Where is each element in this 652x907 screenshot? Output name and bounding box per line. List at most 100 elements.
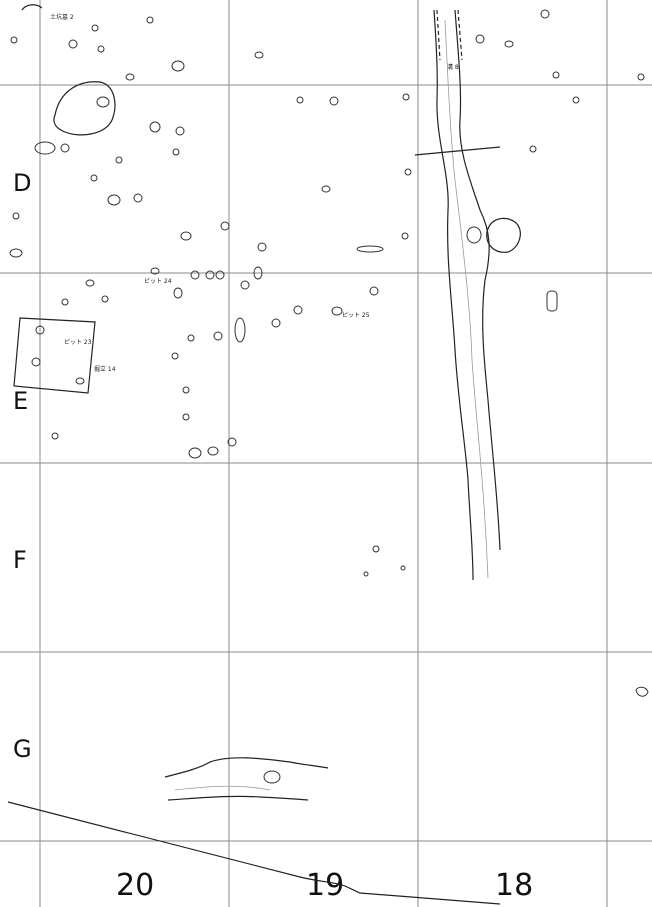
posthole <box>90 174 98 182</box>
feature-label-building: 掘立 14 <box>94 365 116 373</box>
ditch-section-line <box>414 146 501 156</box>
column-label-18: 18 <box>495 868 533 903</box>
posthole <box>172 148 180 156</box>
large-pit-northwest <box>53 81 116 136</box>
posthole <box>540 9 550 19</box>
posthole <box>171 352 179 360</box>
posthole <box>296 96 304 104</box>
posthole <box>572 96 580 104</box>
posthole <box>75 377 85 385</box>
posthole <box>96 96 110 108</box>
southern-feature-upper-edge <box>164 757 329 778</box>
posthole <box>10 36 18 44</box>
posthole <box>182 386 190 394</box>
building-14-outline <box>13 317 96 394</box>
posthole <box>68 39 78 49</box>
posthole <box>125 73 135 81</box>
posthole <box>51 432 59 440</box>
posthole <box>400 565 406 571</box>
posthole <box>552 71 560 79</box>
posthole <box>331 306 343 316</box>
posthole <box>321 185 331 193</box>
posthole <box>372 545 380 553</box>
posthole <box>85 279 95 287</box>
posthole <box>146 16 154 24</box>
postholes <box>9 9 649 697</box>
posthole <box>401 232 409 240</box>
posthole <box>475 34 485 44</box>
column-label-20: 20 <box>116 868 154 903</box>
row-label-e: E <box>13 387 28 415</box>
posthole <box>220 221 230 231</box>
posthole <box>329 96 339 106</box>
posthole <box>271 318 281 328</box>
posthole <box>188 447 202 459</box>
southern-feature <box>164 757 329 801</box>
posthole <box>115 156 123 164</box>
ditch-inner-line <box>444 19 489 579</box>
posthole <box>402 93 410 101</box>
feature-label-grave: 土坑墓 2 <box>50 13 74 21</box>
posthole <box>293 305 303 315</box>
posthole <box>205 270 215 280</box>
posthole <box>182 413 190 421</box>
posthole <box>356 245 384 253</box>
posthole <box>637 73 645 81</box>
posthole <box>215 270 225 280</box>
posthole <box>253 266 263 280</box>
posthole <box>546 290 558 312</box>
posthole <box>369 286 379 296</box>
posthole <box>101 295 109 303</box>
posthole <box>31 357 41 367</box>
feature-label-pit24: ピット 24 <box>144 278 172 285</box>
feature-label-ditch: 溝 8 <box>447 63 459 71</box>
posthole <box>173 287 183 299</box>
feature-label-pit25: ピット 25 <box>342 312 370 319</box>
pit-east-blob <box>486 217 521 253</box>
posthole <box>34 141 56 155</box>
southern-feature-lower-edge <box>167 795 309 801</box>
southern-feature-inner <box>174 785 271 791</box>
posthole <box>254 51 264 59</box>
posthole <box>61 298 69 306</box>
posthole <box>149 121 161 133</box>
posthole <box>187 334 195 342</box>
ditch-outline-west <box>433 9 474 581</box>
feature-label-pit23: ピット 23 <box>64 339 92 346</box>
posthole <box>504 40 514 48</box>
posthole <box>404 168 412 176</box>
posthole <box>180 231 192 241</box>
diagonal-boundary-line <box>7 801 501 905</box>
posthole <box>175 126 185 136</box>
posthole <box>257 242 267 252</box>
posthole <box>12 212 20 220</box>
posthole <box>190 270 200 280</box>
ditch-outline-east <box>454 9 501 551</box>
posthole <box>97 45 105 53</box>
row-label-f: F <box>13 546 27 574</box>
column-label-19: 19 <box>306 868 344 903</box>
posthole <box>529 145 537 153</box>
posthole <box>635 686 649 697</box>
posthole <box>240 280 250 290</box>
posthole <box>207 446 219 456</box>
posthole <box>227 437 237 447</box>
ditch-dashed-top <box>436 9 463 61</box>
posthole <box>133 193 143 203</box>
posthole <box>363 571 369 577</box>
row-label-g: G <box>13 735 32 763</box>
ditch-feature <box>414 9 501 581</box>
posthole <box>9 248 23 258</box>
posthole <box>35 325 45 335</box>
posthole <box>60 143 70 153</box>
posthole <box>107 194 121 206</box>
row-label-d: D <box>13 169 31 197</box>
posthole <box>91 24 99 32</box>
posthole <box>234 317 246 343</box>
southern-feature-pit <box>263 770 281 784</box>
posthole <box>171 60 185 72</box>
posthole <box>213 331 223 341</box>
posthole <box>150 267 160 275</box>
